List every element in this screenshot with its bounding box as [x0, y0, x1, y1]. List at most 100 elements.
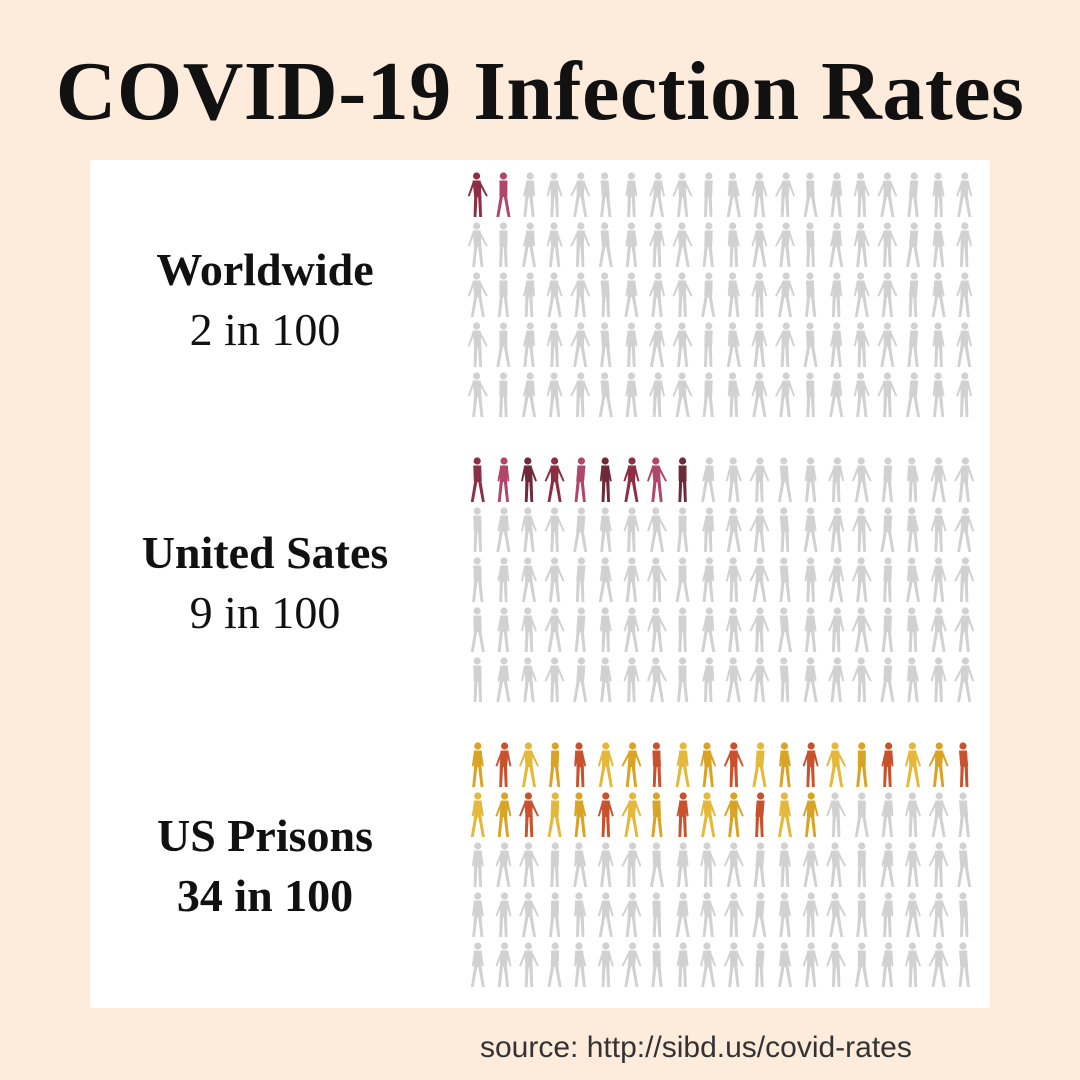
person-icon [499, 372, 508, 417]
person-icon [749, 457, 770, 502]
person-icon-infected [597, 742, 614, 787]
person-icon [522, 222, 536, 267]
person-icon [546, 222, 563, 267]
person-icon [672, 222, 693, 267]
person-icon [751, 222, 768, 267]
person-icon [701, 272, 716, 317]
person-icon [700, 892, 717, 937]
person-icon [598, 222, 613, 267]
person-icon [958, 792, 970, 837]
person-icon [877, 172, 898, 217]
group-rate: 9 in 100 [189, 587, 341, 638]
person-icon [467, 272, 488, 317]
person-icon [647, 607, 667, 652]
person-icon [853, 222, 870, 267]
person-icon [723, 892, 744, 937]
person-icon [546, 372, 563, 417]
person-icon [959, 892, 969, 937]
person-icon-infected [574, 457, 586, 502]
person-icon-infected [647, 457, 667, 502]
person-icon [930, 457, 947, 502]
person-icon-infected [675, 742, 690, 787]
person-icon [649, 372, 665, 417]
person-icon-infected [574, 792, 587, 837]
pictograph-svg [470, 457, 975, 702]
person-icon [803, 322, 818, 367]
person-icon [625, 172, 638, 217]
person-icon [826, 792, 847, 837]
person-icon [930, 557, 947, 602]
person-icon [830, 322, 843, 367]
person-icon [907, 657, 919, 702]
person-icon [675, 557, 690, 602]
person-icon [701, 607, 716, 652]
person-icon [749, 657, 770, 702]
person-icon [467, 222, 488, 267]
person-icon [877, 222, 898, 267]
person-icon [576, 557, 586, 602]
person-icon-infected [778, 792, 792, 837]
person-icon [881, 792, 894, 837]
person-icon [725, 457, 742, 502]
person-icon-infected [928, 742, 949, 787]
person-icon [851, 457, 872, 502]
person-icon [954, 457, 975, 502]
person-icon [828, 557, 845, 602]
person-icon [726, 322, 741, 367]
person-icon [495, 892, 512, 937]
person-icon-infected [470, 792, 485, 837]
person-icon [907, 507, 919, 552]
person-icon [672, 322, 693, 367]
person-icon [802, 892, 819, 937]
person-icon [857, 842, 866, 887]
person-icon [905, 842, 921, 887]
person-icon [932, 322, 945, 367]
person-icon [905, 892, 921, 937]
person-icon [647, 557, 667, 602]
person-icon [804, 457, 817, 502]
person-icon [749, 507, 770, 552]
person-icon [956, 172, 973, 217]
person-icon [624, 272, 639, 317]
person-icon-infected [599, 457, 612, 502]
group-name: Worldwide [156, 244, 374, 295]
person-icon [854, 942, 869, 987]
person-icon [956, 322, 973, 367]
person-icon [599, 657, 612, 702]
person-icon [826, 842, 847, 887]
person-icon [650, 842, 664, 887]
person-icon [725, 657, 742, 702]
person-icon [804, 607, 817, 652]
person-icon [826, 892, 847, 937]
person-icon [600, 172, 612, 217]
person-icon-infected [497, 457, 510, 502]
person-icon [519, 942, 539, 987]
person-icon [954, 507, 975, 552]
person-icon [755, 942, 765, 987]
source-note: source: http://sibd.us/covid-rates [480, 1031, 912, 1064]
person-icon-infected [623, 457, 640, 502]
group-label-united-states: United Sates 9 in 100 [90, 523, 440, 643]
person-icon [521, 657, 537, 702]
pictograph-svg [467, 172, 973, 417]
person-icon [905, 942, 921, 987]
group-rate: 34 in 100 [176, 870, 354, 921]
person-icon [676, 942, 689, 987]
person-icon [907, 457, 919, 502]
person-icon [647, 507, 667, 552]
person-icon [625, 322, 638, 367]
person-icon [598, 557, 613, 602]
person-icon [544, 657, 565, 702]
person-icon [775, 372, 795, 417]
person-icon [803, 657, 818, 702]
person-icon-infected [752, 742, 767, 787]
person-icon-infected [519, 792, 539, 837]
person-icon [598, 372, 613, 417]
person-icon-infected [621, 742, 642, 787]
person-icon [623, 607, 640, 652]
person-icon [726, 172, 741, 217]
person-icon [523, 272, 535, 317]
person-icon [880, 507, 895, 552]
person-icon-infected [549, 742, 561, 787]
person-icon [778, 457, 792, 502]
